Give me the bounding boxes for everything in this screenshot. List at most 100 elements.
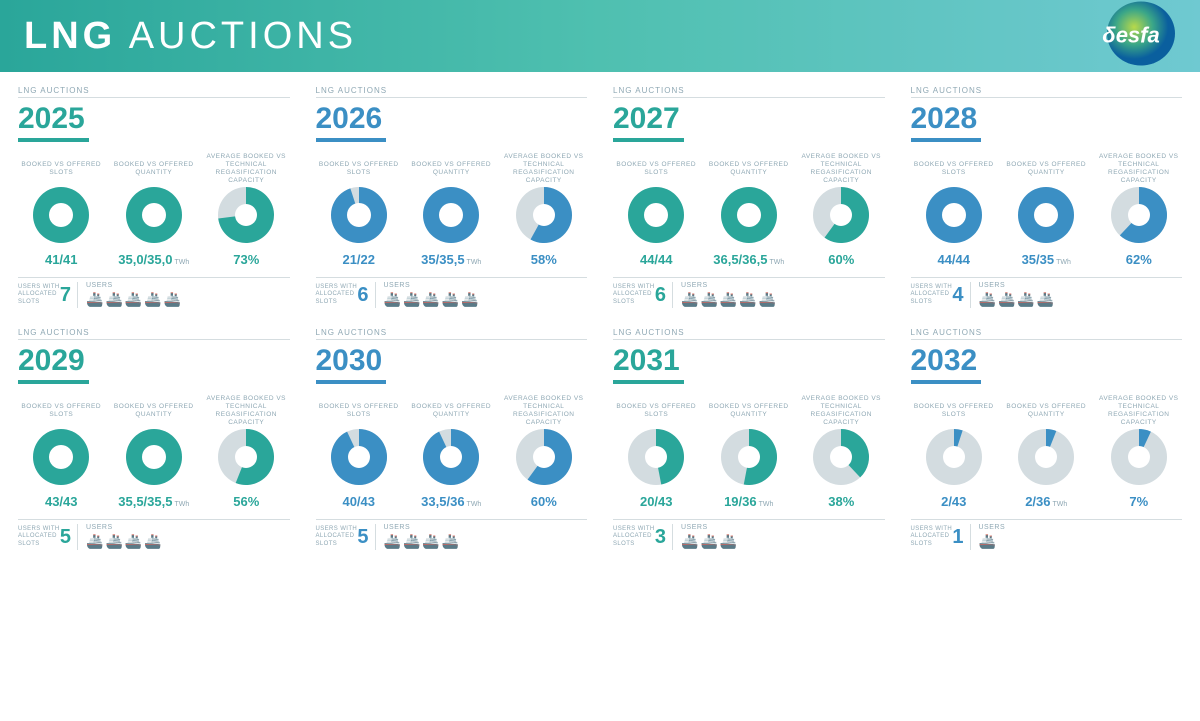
ship-icon: 🚢 xyxy=(681,533,698,550)
metric-value: 40/43 xyxy=(342,494,375,509)
ship-icon: 🚢 xyxy=(979,533,996,550)
card-header-label: LNG AUCTIONS xyxy=(911,328,1183,340)
users-count: 4 xyxy=(952,284,963,307)
users-count: 3 xyxy=(655,526,666,549)
ship-icon: 🚢 xyxy=(720,291,737,308)
users-label: USERS xyxy=(86,524,290,531)
users-allocated-label: USERS WITH ALLOCATED SLOTS xyxy=(316,284,358,306)
metric-header: BOOKED vs OFFERED QUANTITY xyxy=(1003,160,1090,178)
users-label: USERS xyxy=(86,282,290,289)
donut-chart xyxy=(215,184,277,246)
metric: BOOKED vs OFFERED SLOTS 44/44 xyxy=(911,160,998,267)
metric-header: BOOKED vs OFFERED QUANTITY xyxy=(706,160,793,178)
ships-row: 🚢🚢🚢🚢🚢 xyxy=(86,291,290,308)
ship-icon: 🚢 xyxy=(442,533,459,550)
metric-header: BOOKED vs OFFERED SLOTS xyxy=(911,160,998,178)
metric-header: AVERAGE BOOKED vs TECHNICAL REGASIFICATI… xyxy=(1096,402,1183,420)
donut-chart xyxy=(123,426,185,488)
users-row: USERS WITH ALLOCATED SLOTS 5 USERS 🚢🚢🚢🚢 xyxy=(18,519,290,550)
metric: BOOKED vs OFFERED QUANTITY 33,5/36TWh xyxy=(408,402,495,509)
users-ships: USERS 🚢🚢🚢 xyxy=(673,524,885,550)
year-card-2027: LNG AUCTIONS 2027 BOOKED vs OFFERED SLOT… xyxy=(603,80,895,316)
donut-chart xyxy=(625,184,687,246)
metric-value: 2/36TWh xyxy=(1025,494,1067,509)
users-label: USERS xyxy=(979,282,1183,289)
users-allocated: USERS WITH ALLOCATED SLOTS 6 xyxy=(316,282,376,308)
svg-text:δesfa: δesfa xyxy=(1102,23,1159,48)
donut-chart xyxy=(810,426,872,488)
metric: BOOKED vs OFFERED QUANTITY 35,5/35,5TWh xyxy=(111,402,198,509)
metric: BOOKED vs OFFERED SLOTS 40/43 xyxy=(316,402,403,509)
ship-icon: 🚢 xyxy=(1037,291,1054,308)
metric-value: 58% xyxy=(531,252,557,267)
card-header-label: LNG AUCTIONS xyxy=(316,86,588,98)
ships-row: 🚢 xyxy=(979,533,1183,550)
metric: AVERAGE BOOKED vs TECHNICAL REGASIFICATI… xyxy=(203,402,290,509)
metric-header: BOOKED vs OFFERED SLOTS xyxy=(18,402,105,420)
card-header-label: LNG AUCTIONS xyxy=(911,86,1183,98)
year-heading: 2031 xyxy=(613,344,684,384)
metric-header: BOOKED vs OFFERED SLOTS xyxy=(316,160,403,178)
donut-chart xyxy=(923,184,985,246)
ship-icon: 🚢 xyxy=(86,291,103,308)
users-allocated: USERS WITH ALLOCATED SLOTS 4 xyxy=(911,282,971,308)
metric-header: AVERAGE BOOKED vs TECHNICAL REGASIFICATI… xyxy=(501,402,588,420)
ship-icon: 🚢 xyxy=(1017,291,1034,308)
metrics-row: BOOKED vs OFFERED SLOTS 44/44 BOOKED vs … xyxy=(911,160,1183,267)
donut-chart xyxy=(513,426,575,488)
year-heading: 2025 xyxy=(18,102,89,142)
logo: δesfa xyxy=(1086,0,1176,74)
ship-icon: 🚢 xyxy=(681,291,698,308)
metrics-row: BOOKED vs OFFERED SLOTS 20/43 BOOKED vs … xyxy=(613,402,885,509)
metric: BOOKED vs OFFERED SLOTS 41/41 xyxy=(18,160,105,267)
banner-title: LNG AUCTIONS xyxy=(24,15,357,58)
ship-icon: 🚢 xyxy=(403,533,420,550)
year-card-2030: LNG AUCTIONS 2030 BOOKED vs OFFERED SLOT… xyxy=(306,322,598,558)
users-allocated-label: USERS WITH ALLOCATED SLOTS xyxy=(911,284,953,306)
metric-header: BOOKED vs OFFERED QUANTITY xyxy=(408,402,495,420)
metric: AVERAGE BOOKED vs TECHNICAL REGASIFICATI… xyxy=(501,160,588,267)
donut-chart xyxy=(1108,184,1170,246)
metric: BOOKED vs OFFERED SLOTS 44/44 xyxy=(613,160,700,267)
metric-value: 7% xyxy=(1129,494,1148,509)
users-allocated-label: USERS WITH ALLOCATED SLOTS xyxy=(316,526,358,548)
card-header-label: LNG AUCTIONS xyxy=(613,328,885,340)
users-row: USERS WITH ALLOCATED SLOTS 7 USERS 🚢🚢🚢🚢🚢 xyxy=(18,277,290,308)
users-allocated-label: USERS WITH ALLOCATED SLOTS xyxy=(911,526,953,548)
banner: LNG AUCTIONS δesfa xyxy=(0,0,1200,72)
users-ships: USERS 🚢🚢🚢🚢🚢 xyxy=(673,282,885,308)
donut-chart xyxy=(1108,426,1170,488)
metric-header: AVERAGE BOOKED vs TECHNICAL REGASIFICATI… xyxy=(203,160,290,178)
year-heading: 2027 xyxy=(613,102,684,142)
card-header-label: LNG AUCTIONS xyxy=(18,328,290,340)
ships-row: 🚢🚢🚢🚢 xyxy=(979,291,1183,308)
ship-icon: 🚢 xyxy=(422,291,439,308)
ship-icon: 🚢 xyxy=(700,533,717,550)
donut-chart xyxy=(513,184,575,246)
donut-chart xyxy=(215,426,277,488)
banner-title-bold: LNG xyxy=(24,15,116,57)
metric: AVERAGE BOOKED vs TECHNICAL REGASIFICATI… xyxy=(1096,160,1183,267)
metric-header: BOOKED vs OFFERED SLOTS xyxy=(911,402,998,420)
metric: AVERAGE BOOKED vs TECHNICAL REGASIFICATI… xyxy=(203,160,290,267)
ship-icon: 🚢 xyxy=(125,533,142,550)
metric-header: BOOKED vs OFFERED SLOTS xyxy=(18,160,105,178)
users-label: USERS xyxy=(384,282,588,289)
ship-icon: 🚢 xyxy=(461,291,478,308)
ship-icon: 🚢 xyxy=(105,533,122,550)
users-label: USERS xyxy=(384,524,588,531)
metric-header: BOOKED vs OFFERED SLOTS xyxy=(613,402,700,420)
year-card-2026: LNG AUCTIONS 2026 BOOKED vs OFFERED SLOT… xyxy=(306,80,598,316)
ship-icon: 🚢 xyxy=(403,291,420,308)
ship-icon: 🚢 xyxy=(144,533,161,550)
ship-icon: 🚢 xyxy=(979,291,996,308)
users-row: USERS WITH ALLOCATED SLOTS 5 USERS 🚢🚢🚢🚢 xyxy=(316,519,588,550)
ship-icon: 🚢 xyxy=(720,533,737,550)
ship-icon: 🚢 xyxy=(105,291,122,308)
card-header-label: LNG AUCTIONS xyxy=(18,86,290,98)
metric: BOOKED vs OFFERED SLOTS 43/43 xyxy=(18,402,105,509)
metric-value: 20/43 xyxy=(640,494,673,509)
donut-chart xyxy=(1015,426,1077,488)
ship-icon: 🚢 xyxy=(144,291,161,308)
users-count: 7 xyxy=(60,284,71,307)
